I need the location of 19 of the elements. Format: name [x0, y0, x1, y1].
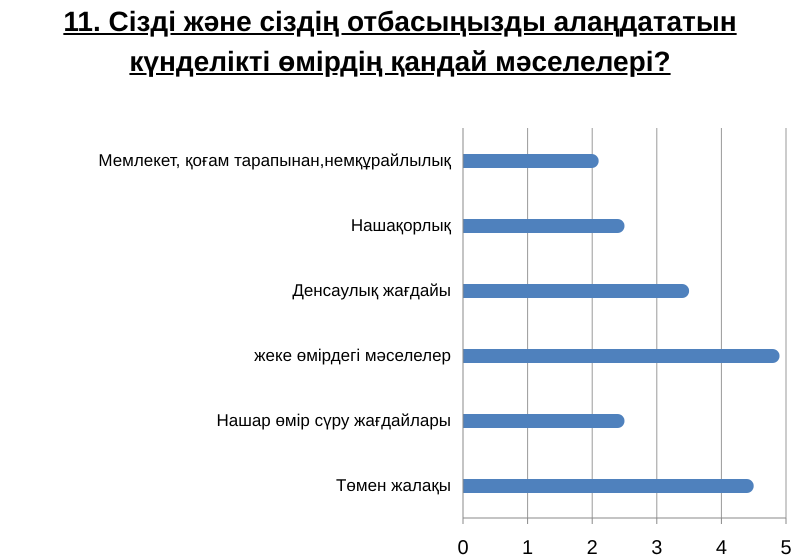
- y-tick-label: жеке өмірдегі мәселелер: [254, 346, 451, 365]
- y-tick-label: Денсаулық жағдайы: [292, 281, 451, 300]
- chart-title: 11. Сізді және сіздің отбасыңызды алаңдататын күнделікті өмірдің қандай мәселелері?: [62, 5, 738, 79]
- y-tick-label: Төмен жалақы: [336, 476, 451, 495]
- bar: [463, 479, 754, 493]
- x-tick-label: 1: [522, 537, 534, 560]
- y-tick-label: Нашар өмір сүру жағдайлары: [216, 411, 451, 430]
- x-tick-label: 5: [780, 537, 792, 560]
- bar: [463, 414, 624, 428]
- y-tick-label: Нашақорлық: [350, 216, 452, 235]
- y-tick-label: Мемлекет, қоғам тарапынан,немқұрайлылық: [98, 151, 452, 170]
- bar: [463, 154, 599, 168]
- bar: [463, 349, 780, 363]
- x-tick-label: 2: [586, 537, 598, 560]
- x-tick-label: 0: [457, 537, 469, 560]
- bar: [463, 219, 624, 233]
- x-tick-label: 4: [716, 537, 727, 560]
- bar: [463, 284, 690, 298]
- x-tick-label: 3: [651, 537, 662, 560]
